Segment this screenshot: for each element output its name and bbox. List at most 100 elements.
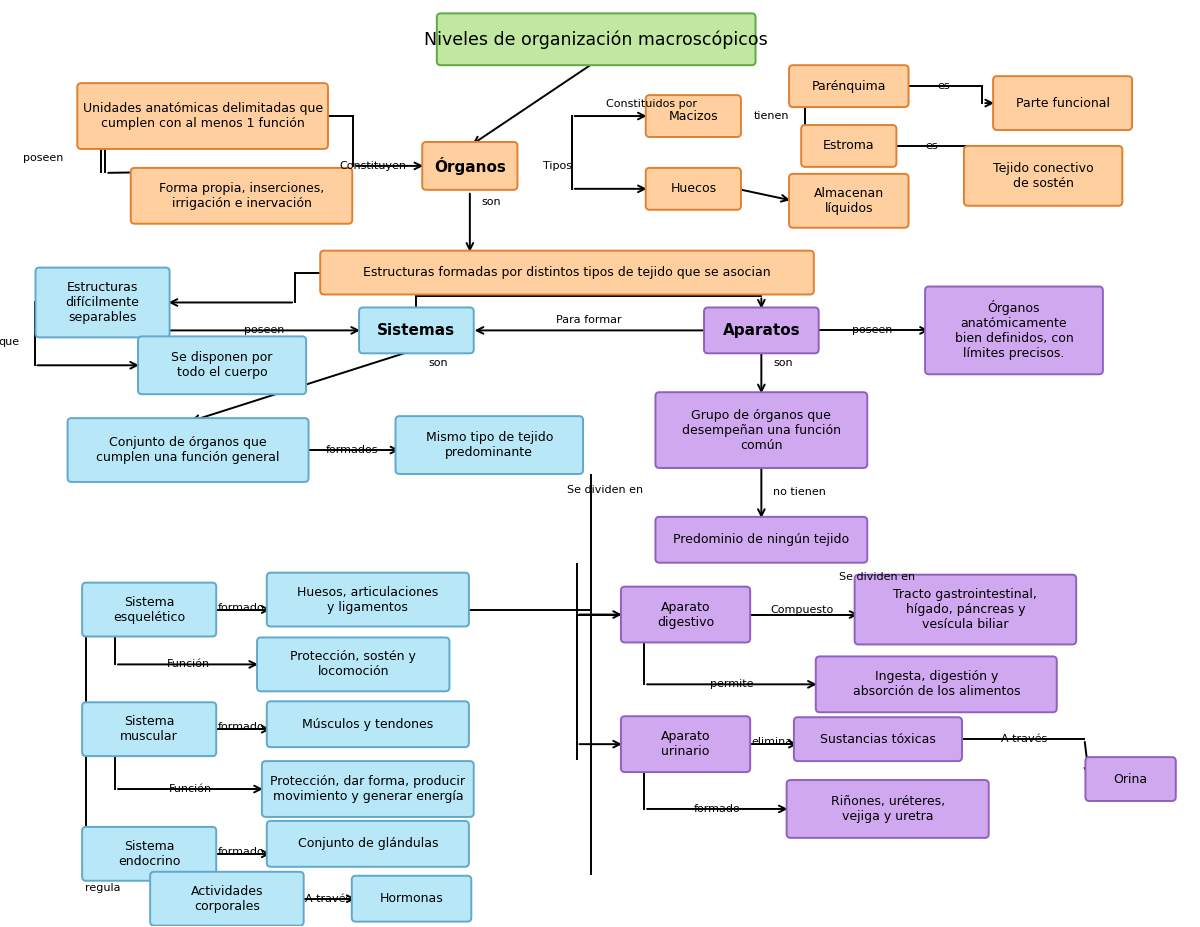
FancyBboxPatch shape [138,337,306,394]
Text: poseen: poseen [244,325,284,336]
FancyBboxPatch shape [396,416,583,474]
Text: Ingesta, digestión y
absorción de los alimentos: Ingesta, digestión y absorción de los al… [852,670,1020,698]
FancyBboxPatch shape [655,392,868,468]
Text: Se disponen por
todo el cuerpo: Se disponen por todo el cuerpo [172,351,272,379]
Text: Sistema
esquelético: Sistema esquelético [113,595,185,624]
FancyBboxPatch shape [802,125,896,167]
Text: formados: formados [325,445,378,455]
Text: A través: A través [1001,734,1046,744]
Text: es: es [925,141,937,151]
Text: son: son [773,359,793,368]
Text: Aparato
urinario: Aparato urinario [661,730,710,758]
Text: Conjunto de órganos que
cumplen una función general: Conjunto de órganos que cumplen una func… [96,436,280,464]
Text: Constituyen: Constituyen [340,161,407,171]
Text: Sustancias tóxicas: Sustancias tóxicas [820,732,936,745]
Text: Forma propia, inserciones,
irrigación e inervación: Forma propia, inserciones, irrigación e … [158,182,324,210]
Text: Función: Función [167,659,210,669]
FancyBboxPatch shape [36,268,169,337]
FancyBboxPatch shape [257,638,450,692]
FancyBboxPatch shape [422,142,517,190]
Text: elimina: elimina [751,737,793,747]
FancyBboxPatch shape [320,250,814,295]
Text: Unidades anatómicas delimitadas que
cumplen con al menos 1 función: Unidades anatómicas delimitadas que cump… [83,102,323,130]
Text: Protección, dar forma, producir
movimiento y generar energía: Protección, dar forma, producir movimien… [270,775,466,803]
Text: Huesos, articulaciones
y ligamentos: Huesos, articulaciones y ligamentos [298,586,438,614]
FancyBboxPatch shape [352,876,472,921]
FancyBboxPatch shape [262,761,474,817]
FancyBboxPatch shape [790,65,908,108]
Text: Sistema
muscular: Sistema muscular [120,716,178,743]
Text: Parte funcional: Parte funcional [1015,96,1110,109]
FancyBboxPatch shape [790,174,908,228]
FancyBboxPatch shape [794,717,962,761]
FancyBboxPatch shape [266,573,469,627]
FancyBboxPatch shape [646,168,740,210]
Text: son: son [481,197,502,207]
Text: Se dividen en: Se dividen en [839,572,916,581]
Text: es: es [937,82,950,91]
FancyBboxPatch shape [266,702,469,747]
Text: Órganos: Órganos [434,157,505,175]
Text: Tracto gastrointestinal,
hígado, páncreas y
vesícula biliar: Tracto gastrointestinal, hígado, páncrea… [894,588,1037,631]
Text: poseen: poseen [852,325,892,336]
FancyBboxPatch shape [82,827,216,881]
FancyBboxPatch shape [655,517,868,563]
FancyBboxPatch shape [816,656,1057,712]
Text: Sistema
endocrino: Sistema endocrino [118,840,180,868]
Text: Orina: Orina [1114,772,1147,785]
Text: Compuesto: Compuesto [770,604,834,615]
Text: Parénquima: Parénquima [811,80,886,93]
Text: Músculos y tendones: Músculos y tendones [302,717,433,730]
FancyBboxPatch shape [620,717,750,772]
FancyBboxPatch shape [964,146,1122,206]
Text: Predominio de ningún tejido: Predominio de ningún tejido [673,533,850,546]
Text: no tienen: no tienen [773,488,826,498]
Text: Aparato
digestivo: Aparato digestivo [656,601,714,629]
Text: Conjunto de glándulas: Conjunto de glándulas [298,837,438,850]
Text: Estructuras formadas por distintos tipos de tejido que se asocian: Estructuras formadas por distintos tipos… [364,266,770,279]
FancyBboxPatch shape [646,95,740,137]
FancyBboxPatch shape [266,821,469,867]
Text: Mismo tipo de tejido
predominante: Mismo tipo de tejido predominante [426,431,553,459]
Text: formado: formado [218,603,265,613]
Text: Órganos
anatómicamente
bien definidos, con
límites precisos.: Órganos anatómicamente bien definidos, c… [955,300,1073,361]
FancyBboxPatch shape [131,168,353,223]
Text: poseen: poseen [23,153,64,163]
Text: formado: formado [218,722,265,732]
Text: Huecos: Huecos [671,183,716,196]
FancyBboxPatch shape [620,587,750,642]
Text: tienen: tienen [754,111,788,121]
FancyBboxPatch shape [150,871,304,926]
Text: Función: Función [169,784,212,794]
Text: formado: formado [694,804,740,814]
Text: son: son [428,359,448,368]
Text: Protección, sostén y
locomoción: Protección, sostén y locomoción [290,651,416,679]
Text: Grupo de órganos que
desempeñan una función
común: Grupo de órganos que desempeñan una func… [682,409,841,451]
Text: Constituidos por: Constituidos por [606,98,697,108]
FancyBboxPatch shape [854,575,1076,644]
Text: Sistemas: Sistemas [377,323,456,338]
FancyBboxPatch shape [994,76,1132,130]
Text: Para formar: Para formar [556,315,622,325]
Text: Niveles de organización macroscópicos: Niveles de organización macroscópicos [425,30,768,48]
Text: Almacenan
líquidos: Almacenan líquidos [814,186,884,215]
FancyBboxPatch shape [787,780,989,838]
Text: Riñones, uréteres,
vejiga y uretra: Riñones, uréteres, vejiga y uretra [830,795,944,823]
FancyBboxPatch shape [82,583,216,637]
Text: formado: formado [218,847,265,857]
Text: Estroma: Estroma [823,139,875,152]
FancyBboxPatch shape [359,308,474,353]
Text: Hormonas: Hormonas [379,892,444,905]
FancyBboxPatch shape [67,418,308,482]
Text: Estructuras
difícilmente
separables: Estructuras difícilmente separables [66,281,139,324]
FancyBboxPatch shape [82,703,216,756]
Text: Tejido conectivo
de sostén: Tejido conectivo de sostén [992,162,1093,190]
FancyBboxPatch shape [704,308,818,353]
Text: permite: permite [710,679,754,690]
Text: que: que [0,337,20,347]
Text: Actividades
corporales: Actividades corporales [191,884,263,913]
Text: Aparatos: Aparatos [722,323,800,338]
FancyBboxPatch shape [925,286,1103,375]
Text: regula: regula [84,883,120,893]
Text: Se dividen en: Se dividen en [568,485,643,495]
